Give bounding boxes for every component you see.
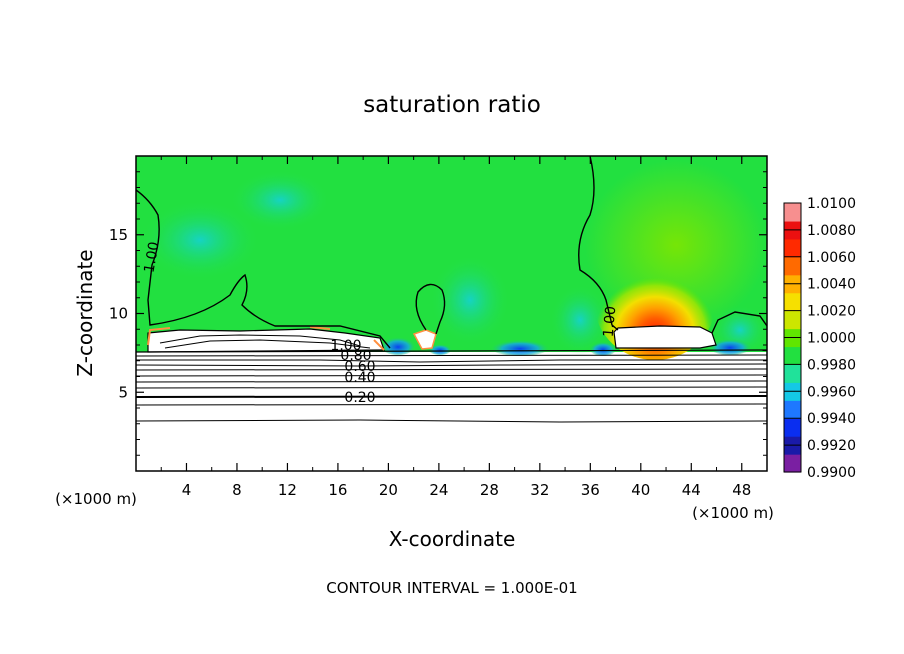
contour-label: 0.40 bbox=[344, 370, 375, 386]
y-axis-ticks: 5 10 15 bbox=[109, 171, 767, 456]
y-tick-label: 10 bbox=[109, 305, 128, 323]
colorbar-label: 1.0100 bbox=[807, 196, 856, 212]
cloud-region-left-inner-2 bbox=[164, 339, 371, 349]
field-moist-region-1 bbox=[140, 200, 260, 280]
colorbar-swatch bbox=[784, 454, 801, 473]
cloud-region-left-inner bbox=[159, 334, 361, 347]
plot-area bbox=[136, 156, 767, 471]
field-minimum-3 bbox=[589, 340, 617, 356]
colorbar-label: 1.0000 bbox=[807, 331, 856, 347]
field-minimum-5 bbox=[428, 343, 452, 355]
x-tick-label: 4 bbox=[182, 481, 192, 499]
colorbar-label: 1.0060 bbox=[807, 250, 856, 266]
colorbar-labels: 1.0100 1.0080 1.0060 1.0040 1.0020 1.0000 0.99… bbox=[807, 196, 856, 481]
field-moist-region-3 bbox=[430, 255, 510, 345]
x-tick-label: 16 bbox=[328, 481, 347, 499]
colorbar-label: 0.9940 bbox=[807, 411, 856, 427]
x-tick-label: 32 bbox=[530, 481, 549, 499]
y-axis-unit-label: (×1000 m) bbox=[55, 490, 137, 508]
colorbar-label: 0.9900 bbox=[807, 465, 856, 481]
contour-label: 1.00 bbox=[601, 305, 620, 337]
contour-label: 1.00 bbox=[330, 338, 361, 354]
contour-labels: 1.00 1.00 0.20 0.40 0.60 0.80 1.00 bbox=[141, 241, 619, 406]
contour-label: 0.20 bbox=[344, 390, 375, 406]
x-tick-label: 8 bbox=[232, 481, 242, 499]
x-axis-ticks: 4 8 12 16 20 24 28 32 36 40 44 48 bbox=[160, 156, 751, 499]
colorbar-label: 1.0040 bbox=[807, 277, 856, 293]
x-tick-label: 20 bbox=[379, 481, 398, 499]
field-moist-region-4 bbox=[550, 285, 610, 355]
contour-lines-lower bbox=[136, 349, 767, 423]
colorbar-label: 0.9960 bbox=[807, 384, 856, 400]
cloud-region-right bbox=[613, 325, 717, 349]
colorbar-swatch bbox=[784, 400, 801, 419]
y-tick-label: 5 bbox=[118, 383, 128, 401]
x-axis-unit-label: (×1000 m) bbox=[692, 504, 774, 522]
x-tick-label: 24 bbox=[429, 481, 448, 499]
colorbar-swatch bbox=[784, 310, 801, 330]
colorbar-label: 0.9980 bbox=[807, 357, 856, 373]
cloud-edge-orange bbox=[147, 326, 385, 351]
contour-lines-unity bbox=[136, 156, 767, 349]
field-minimum-1 bbox=[380, 335, 416, 355]
x-tick-label: 36 bbox=[581, 481, 600, 499]
colorbar bbox=[783, 202, 802, 473]
chart-title: saturation ratio bbox=[363, 92, 541, 118]
x-tick-label: 44 bbox=[682, 481, 701, 499]
field-dry-layer bbox=[136, 352, 767, 471]
contour-interval-note: CONTOUR INTERVAL = 1.000E-01 bbox=[326, 579, 577, 597]
colorbar-swatch bbox=[784, 256, 801, 276]
y-axis-label: Z-coordinate bbox=[73, 249, 97, 376]
x-axis-label: X-coordinate bbox=[389, 527, 516, 551]
x-tick-label: 12 bbox=[278, 481, 297, 499]
contour-label: 0.80 bbox=[340, 348, 371, 364]
cloud-small-24 bbox=[412, 329, 437, 350]
x-tick-label: 40 bbox=[631, 481, 650, 499]
y-tick-label: 15 bbox=[109, 226, 128, 244]
colorbar-label: 0.9920 bbox=[807, 438, 856, 454]
contour-label: 1.00 bbox=[141, 241, 162, 274]
colorbar-label: 1.0020 bbox=[807, 304, 856, 320]
field-moist-region-2 bbox=[230, 170, 330, 230]
colorbar-swatch bbox=[784, 203, 801, 222]
x-tick-label: 48 bbox=[732, 481, 751, 499]
colorbar-swatch bbox=[784, 346, 801, 365]
colorbar-swatch bbox=[784, 364, 801, 383]
colorbar-swatch bbox=[784, 418, 801, 437]
contour-label: 0.60 bbox=[344, 359, 375, 375]
colorbar-swatch bbox=[784, 292, 801, 312]
colorbar-label: 1.0080 bbox=[807, 223, 856, 239]
colorbar-swatch bbox=[784, 238, 801, 258]
field-minimum-2 bbox=[490, 338, 550, 356]
x-tick-label: 28 bbox=[480, 481, 499, 499]
